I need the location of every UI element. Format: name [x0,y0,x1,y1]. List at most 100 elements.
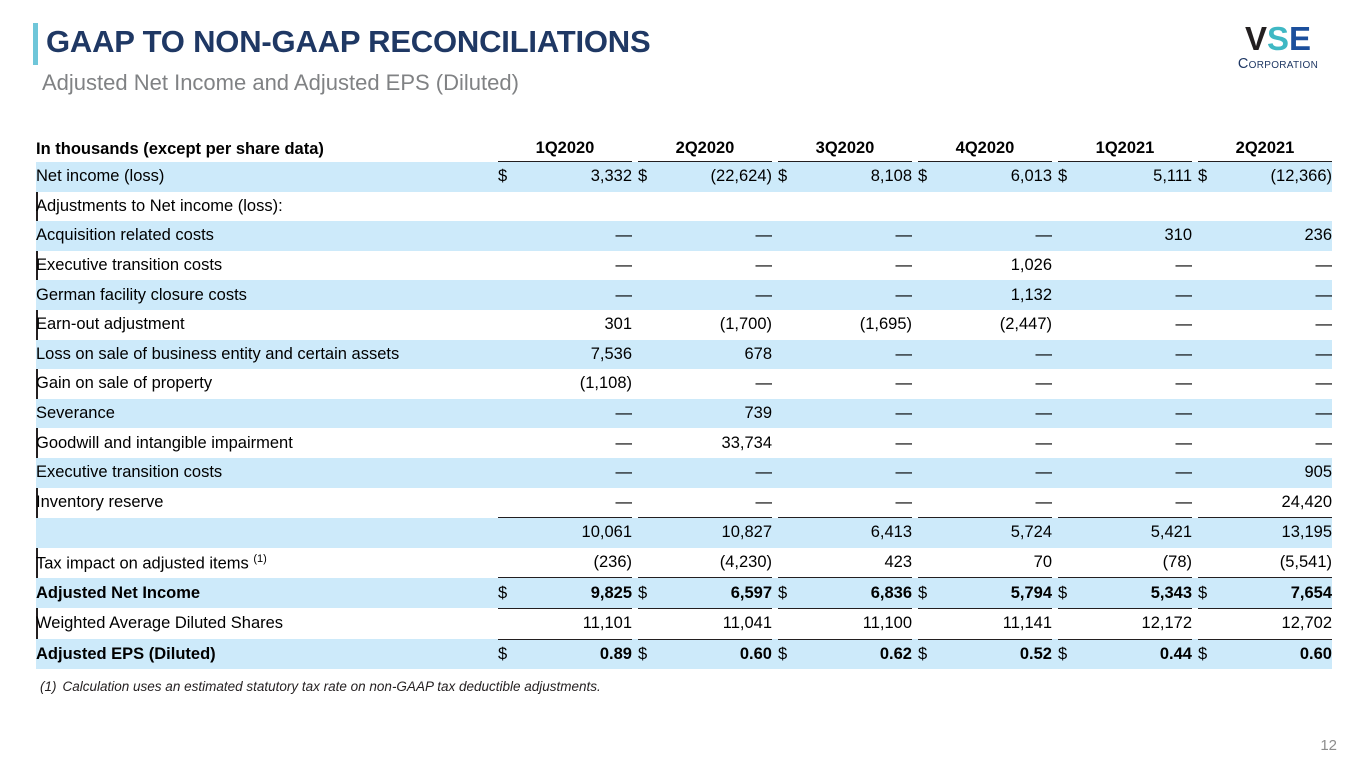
table-row: Goodwill and intangible impairment — 33,73… [36,428,1332,458]
column-gap [1192,221,1198,251]
row-label [36,517,498,548]
row-label: Inventory reserve [36,493,164,512]
cell-value [524,192,632,222]
currency-symbol-cell [498,517,524,548]
currency-symbol-cell [918,428,944,458]
table-row: Adjusted Net Income $9,825 $6,597 $6,836 $5,… [36,577,1332,609]
cell-value: 10,827 [664,517,772,548]
currency-symbol-cell: $ [918,639,944,670]
footnote: (1) Calculation uses an estimated statuto… [40,679,601,694]
column-gap [912,280,918,310]
currency-symbol-cell: $ [1198,577,1224,609]
currency-symbol-cell [1058,398,1084,429]
cell-value: (22,624) [664,160,772,192]
column-gap [1192,280,1198,310]
cell-value: 739 [664,398,772,429]
column-gap [1192,339,1198,370]
column-gap [632,130,638,162]
currency-symbol-cell [1058,339,1084,370]
currency-symbol-cell [498,608,524,640]
column-gap [1052,130,1058,162]
currency-symbol-cell [918,369,944,399]
currency-symbol-cell [918,192,944,222]
cell-value: — [664,221,772,251]
cell-value: 301 [604,315,632,334]
cell-value: 0.60 [664,639,772,670]
currency-symbol-cell [498,251,524,281]
logo-letter-s: S [1266,20,1289,57]
currency-symbol-cell [1058,310,1084,340]
cell-value: — [1084,398,1192,429]
column-gap [1192,398,1198,429]
cell-value: — [804,457,912,488]
cell-value: (4,230) [664,547,772,579]
page-number: 12 [1320,737,1337,754]
table-row: Inventory reserve — — — — — 24,420 [36,487,1332,519]
cell-value: 678 [664,339,772,370]
cell-value: 1,132 [944,280,1052,310]
cell-value: — [895,433,913,452]
currency-symbol-cell [498,398,524,429]
currency-symbol-cell [1198,487,1224,519]
currency-symbol-cell [1198,251,1224,281]
row-label: Adjustments to Net income (loss): [36,196,283,215]
cell-value: 10,061 [524,517,632,548]
currency-symbol-cell [498,280,524,310]
cell-value: — [1175,433,1193,452]
currency-symbol-cell: $ [1058,577,1084,609]
page-title: GAAP TO NON-GAAP RECONCILIATIONS [46,24,651,59]
cell-value: — [895,374,913,393]
cell-value: — [524,398,632,429]
currency-symbol-cell [1058,369,1084,399]
cell-value: — [524,457,632,488]
column-gap [632,398,638,429]
currency-symbol-cell [778,608,804,640]
column-gap [772,517,778,548]
column-gap [1192,577,1198,609]
column-gap [912,221,918,251]
currency-symbol-cell [1198,457,1224,488]
row-label: Earn-out adjustment [36,315,185,334]
row-label: Severance [36,398,498,429]
cell-value: — [1315,433,1333,452]
row-label: Executive transition costs [36,256,223,275]
currency-symbol-cell: $ [638,639,664,670]
currency-symbol-cell [498,192,524,222]
column-gap [1052,339,1058,370]
column-gap [1052,639,1058,670]
cell-value [664,192,772,222]
row-label-footnote-ref: (1) [253,552,267,565]
cell-value: — [804,487,912,519]
cell-value: 11,041 [664,608,772,640]
table-row: 10,061 10,827 6,413 5,724 5,421 13,195 [36,517,1332,548]
currency-symbol-cell [1058,608,1084,640]
row-label: Gain on sale of property [36,374,213,393]
cell-value: (5,541) [1224,547,1332,579]
cell-value: — [944,457,1052,488]
column-gap [912,130,918,162]
currency-symbol-cell [638,369,664,399]
cell-value: 1,026 [1010,256,1052,275]
cell-value: (236) [524,547,632,579]
currency-symbol-cell [1058,428,1084,458]
column-gap [1052,280,1058,310]
cell-value: — [1315,256,1333,275]
cell-value: — [804,280,912,310]
cell-value: — [895,256,913,275]
column-gap [772,577,778,609]
column-gap [912,398,918,429]
currency-symbol-cell [1198,547,1224,579]
cell-value: 5,343 [1084,577,1192,609]
cell-value: — [944,339,1052,370]
cell-value: — [1315,374,1333,393]
cell-value: — [524,280,632,310]
currency-symbol-cell [498,369,524,399]
cell-value: — [664,487,772,519]
cell-value: (78) [1084,547,1192,579]
cell-value: — [1175,256,1193,275]
table-row: Weighted Average Diluted Shares 11,101 11,… [36,608,1332,640]
currency-symbol-cell [918,608,944,640]
currency-symbol-cell: $ [778,639,804,670]
currency-symbol-cell: $ [638,160,664,192]
cell-value: 0.60 [1224,639,1332,670]
